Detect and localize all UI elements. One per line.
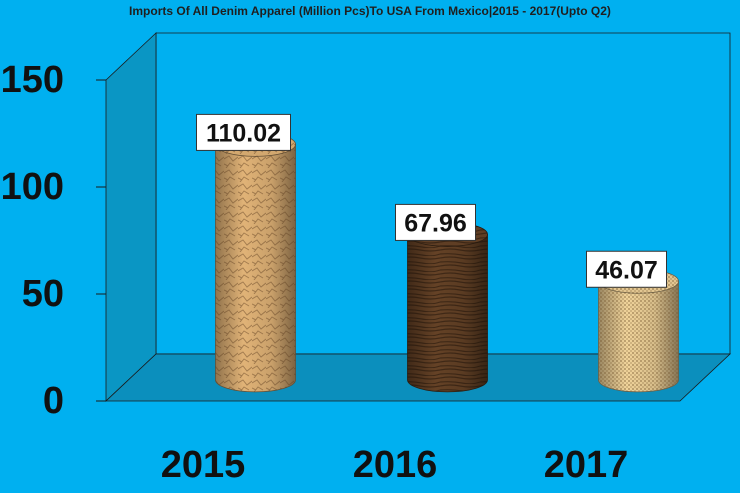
data-label-text: 46.07 (595, 256, 658, 284)
chart-title: Imports Of All Denim Apparel (Million Pc… (129, 4, 611, 18)
data-label-text: 67.96 (404, 209, 467, 237)
x-tick-label: 2016 (353, 444, 438, 486)
bar-texture (407, 234, 488, 392)
data-label-text: 110.02 (206, 119, 281, 147)
y-tick-label: 0 (43, 380, 64, 422)
data-label-box (395, 203, 476, 241)
data-label: 46.07 (586, 250, 667, 288)
side-wall (105, 32, 157, 402)
x-tick-label: 2015 (161, 444, 246, 486)
y-tick-label: 50 (22, 273, 64, 315)
data-label-box (586, 250, 667, 288)
y-tick-label: 100 (1, 166, 64, 208)
data-label: 67.96 (395, 203, 476, 241)
bar-2016 (407, 222, 488, 393)
data-label-box (196, 113, 291, 151)
bar-texture (598, 281, 679, 392)
data-label: 110.02 (196, 113, 291, 151)
y-tick-label: 150 (1, 59, 64, 101)
x-tick-label: 2017 (544, 444, 629, 486)
bar-2015 (215, 132, 296, 393)
bar-texture (215, 144, 296, 392)
